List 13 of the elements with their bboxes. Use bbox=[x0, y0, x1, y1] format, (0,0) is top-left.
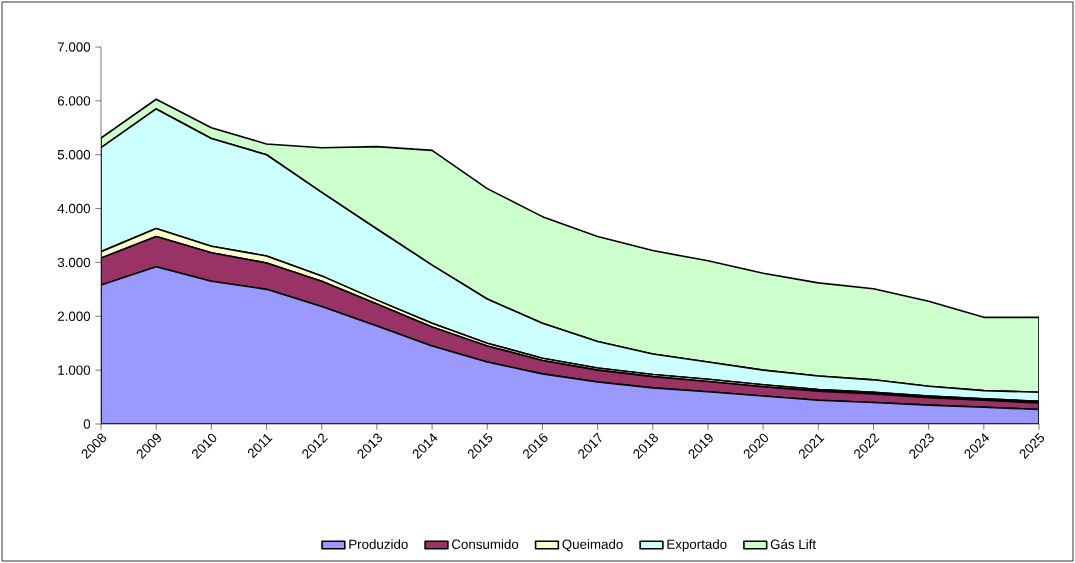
y-tick-label: 5.000 bbox=[57, 150, 91, 160]
y-tick-label: 2.000 bbox=[57, 311, 91, 321]
legend-label: Consumido bbox=[452, 539, 519, 549]
y-tick-label: 7.000 bbox=[57, 42, 91, 52]
y-tick-label: 4.000 bbox=[57, 203, 91, 214]
y-tick-label: 3.000 bbox=[57, 257, 91, 268]
y-tick-label: 6.000 bbox=[57, 96, 91, 106]
y-tick-label: 0 bbox=[83, 419, 91, 429]
legend-label: Queimado bbox=[562, 539, 623, 552]
legend-label: Produzido bbox=[349, 539, 408, 549]
y-tick-label: 1.000 bbox=[58, 365, 91, 375]
legend-label: Exportado bbox=[667, 539, 727, 552]
legend-label: Gás Lift bbox=[770, 539, 816, 550]
